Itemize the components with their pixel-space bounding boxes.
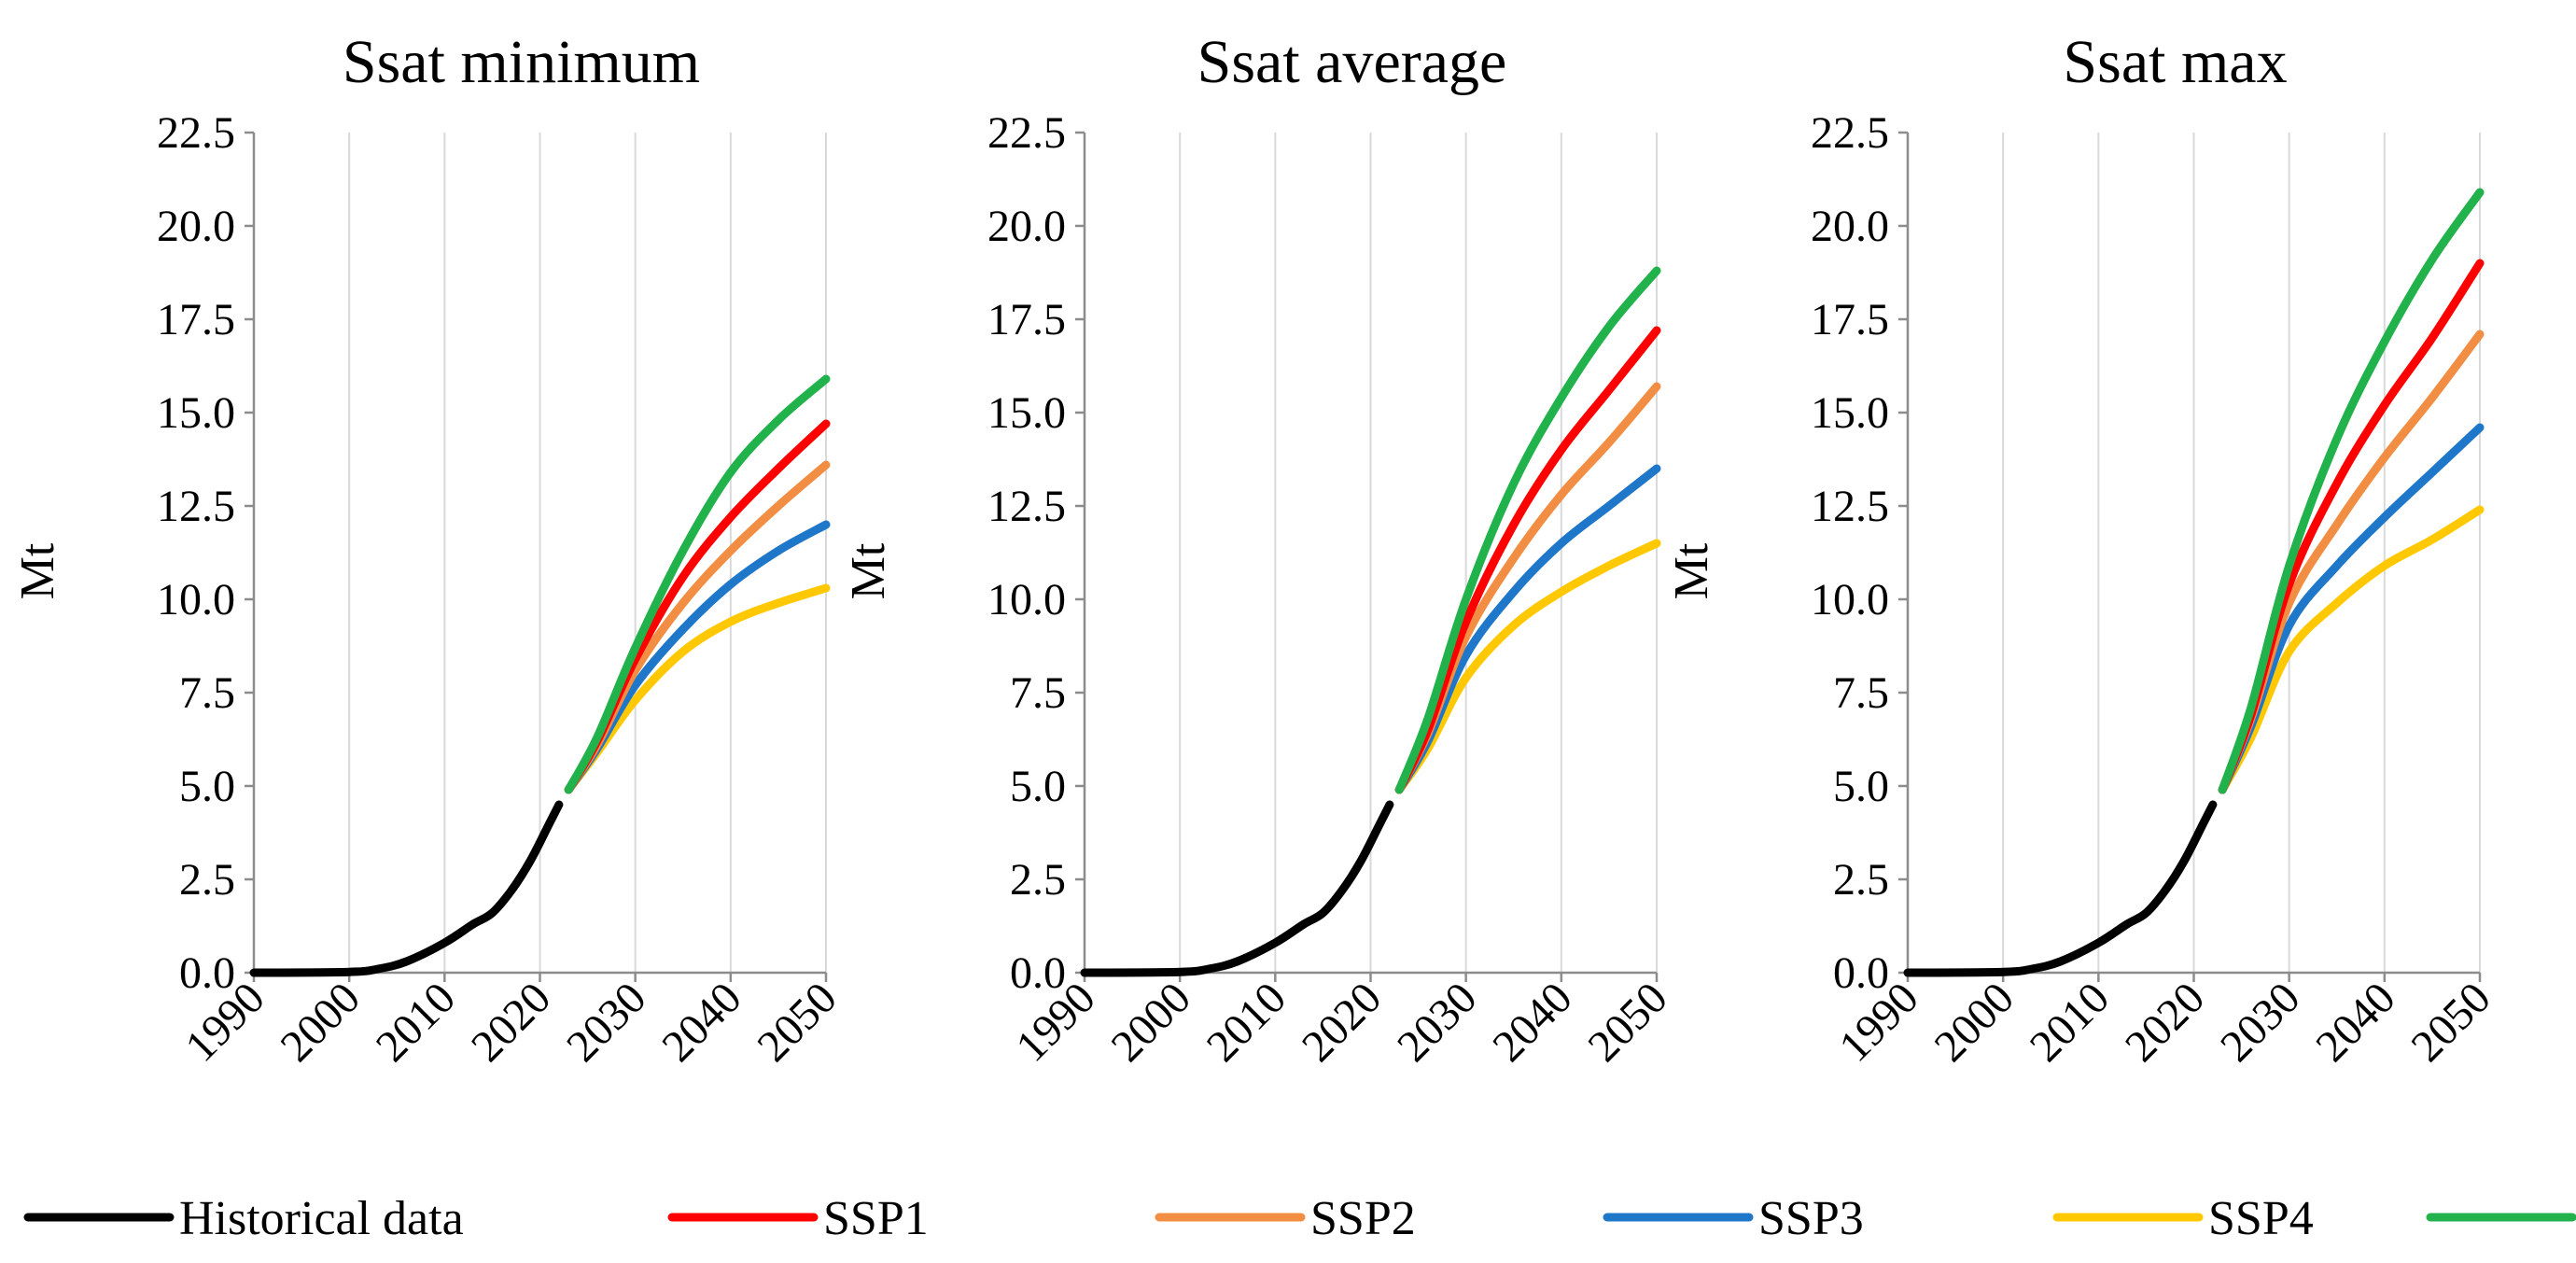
x-tick-label: 2030 (557, 973, 655, 1071)
y-tick-label: 5.0 (179, 762, 235, 811)
chart-panel-ssat-minimum: 0.02.55.07.510.012.515.017.520.022.51990… (11, 28, 847, 1072)
chart-panels: 0.02.55.07.510.012.515.017.520.022.51990… (11, 28, 2500, 1072)
y-tick-label: 20.0 (1811, 202, 1889, 251)
x-tick-label: 2040 (2306, 973, 2404, 1071)
series-line-historical-data (1903, 800, 2218, 977)
y-tick-label: 10.0 (1811, 575, 1889, 624)
y-tick-label: 22.5 (1811, 108, 1889, 158)
y-tick-label: 7.5 (1833, 668, 1889, 718)
series-line-ssp3 (1394, 464, 1661, 794)
legend-label: SSP1 (823, 1192, 929, 1245)
series-line-ssp4 (2218, 505, 2485, 794)
chart-panel-ssat-average: 0.02.55.07.510.012.515.017.520.022.51990… (842, 28, 1677, 1072)
y-tick-label: 2.5 (179, 855, 235, 905)
y-tick-label: 7.5 (179, 668, 235, 718)
legend-label: SSP2 (1310, 1192, 1416, 1245)
y-tick-label: 5.0 (1833, 762, 1889, 811)
y-tick-label: 0.0 (1833, 948, 1889, 998)
legend: Historical data SSP1 SSP2 SSP3 SSP4 SSP5 (23, 1192, 2576, 1245)
x-tick-label: 2050 (748, 973, 846, 1071)
panel-title: Ssat average (1197, 28, 1507, 96)
y-tick-label: 22.5 (987, 108, 1066, 158)
x-tick-label: 2030 (1388, 973, 1486, 1071)
panel-title: Ssat max (2063, 28, 2287, 96)
x-tick-label: 2020 (2116, 973, 2214, 1071)
y-axis-label: Mt (11, 542, 64, 599)
series-line-ssp3 (2218, 423, 2485, 794)
y-tick-label: 10.0 (157, 575, 235, 624)
series-line-ssp5 (1394, 266, 1661, 794)
legend-label: Historical data (179, 1192, 464, 1245)
y-tick-label: 20.0 (157, 202, 235, 251)
y-tick-label: 2.5 (1010, 855, 1066, 905)
y-tick-label: 10.0 (987, 575, 1066, 624)
y-tick-label: 12.5 (157, 482, 235, 531)
legend-label: SSP3 (1758, 1192, 1864, 1245)
y-tick-label: 5.0 (1010, 762, 1066, 811)
series-line-historical-data (249, 800, 564, 977)
y-axis-label: Mt (1665, 542, 1718, 599)
y-tick-label: 12.5 (1811, 482, 1889, 531)
legend-item-ssp2: SSP2 (1155, 1192, 1416, 1245)
legend-item-historical-data: Historical data (23, 1192, 464, 1245)
x-tick-label: 2050 (2401, 973, 2499, 1071)
series-line-ssp3 (564, 520, 831, 794)
legend-item-ssp4: SSP4 (2052, 1192, 2314, 1245)
series-line-ssp5 (564, 374, 831, 794)
y-tick-label: 12.5 (987, 482, 1066, 531)
x-tick-label: 2050 (1578, 973, 1676, 1071)
x-tick-label: 2010 (367, 973, 465, 1071)
y-tick-label: 17.5 (987, 295, 1066, 344)
x-tick-label: 2040 (652, 973, 750, 1071)
y-tick-label: 0.0 (1010, 948, 1066, 998)
x-tick-label: 2040 (1483, 973, 1581, 1071)
legend-label: SSP4 (2208, 1192, 2314, 1245)
y-tick-label: 0.0 (179, 948, 235, 998)
y-axis-label: Mt (842, 542, 895, 599)
y-tick-label: 15.0 (157, 388, 235, 438)
legend-item-ssp3: SSP3 (1603, 1192, 1864, 1245)
y-tick-label: 20.0 (987, 202, 1066, 251)
x-tick-label: 2030 (2211, 973, 2309, 1071)
x-tick-label: 2010 (1197, 973, 1295, 1071)
y-tick-label: 15.0 (1811, 388, 1889, 438)
panel-title: Ssat minimum (343, 28, 700, 96)
series-line-ssp5 (2218, 188, 2485, 794)
x-tick-label: 2010 (2021, 973, 2119, 1071)
y-tick-label: 17.5 (1811, 295, 1889, 344)
y-tick-label: 17.5 (157, 295, 235, 344)
x-tick-label: 2020 (462, 973, 560, 1071)
y-tick-label: 7.5 (1010, 668, 1066, 718)
series-line-historical-data (1080, 800, 1394, 977)
x-tick-label: 2020 (1293, 973, 1391, 1071)
x-tick-label: 2000 (1925, 973, 2023, 1071)
legend-item-ssp5: SSP5 (2426, 1213, 2576, 1222)
y-tick-label: 15.0 (987, 388, 1066, 438)
x-tick-label: 2000 (272, 973, 370, 1071)
chart-panel-ssat-max: 0.02.55.07.510.012.515.017.520.022.51990… (1665, 28, 2500, 1072)
x-tick-label: 2000 (1102, 973, 1200, 1071)
y-tick-label: 22.5 (157, 108, 235, 158)
y-tick-label: 2.5 (1833, 855, 1889, 905)
legend-item-ssp1: SSP1 (667, 1192, 929, 1245)
